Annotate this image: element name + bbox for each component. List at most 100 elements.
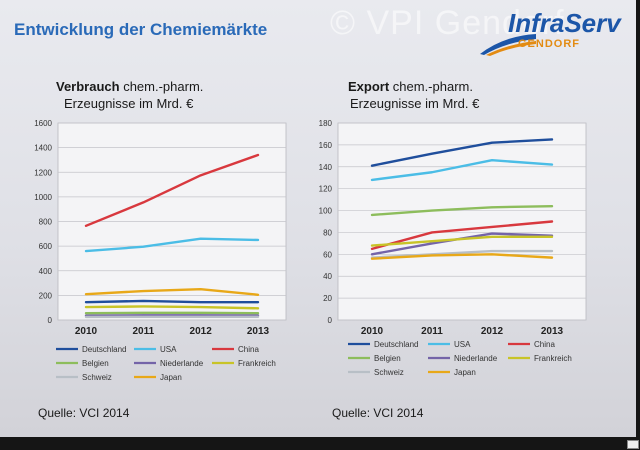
right-ytick-label: 0 [328,316,333,325]
left-data-point [85,224,87,227]
right-ytick-label: 100 [319,207,333,216]
left-xtick-label: 2012 [190,326,213,337]
right-xtick-label: 2012 [481,326,504,337]
right-data-point [491,226,493,228]
right-data-point [491,235,493,238]
right-chart-title-rest: chem.-pharm. [389,79,473,94]
right-chart-subtitle: Erzeugnisse im Mrd. € [350,96,480,111]
left-ytick-label: 1200 [34,168,52,177]
right-ytick-label: 160 [319,141,333,150]
right-data-point [551,220,553,223]
left-data-point [142,305,145,308]
left-data-point [199,301,202,304]
right-data-point [551,250,553,252]
right-xtick-label: 2011 [421,326,443,337]
right-ytick-label: 60 [323,250,332,259]
left-data-point [257,301,259,304]
left-data-point [257,307,259,310]
left-data-point [199,174,202,177]
logo-swoosh-icon [480,34,536,56]
right-legend-label: Frankreich [534,354,572,363]
left-data-point [85,301,87,304]
left-chart-title-rest: chem.-pharm. [119,79,204,94]
left-xtick-label: 2010 [75,326,98,337]
left-legend-label: Belgien [82,359,109,368]
logo-subtext: GENDORF [518,38,580,50]
left-data-point [257,312,259,315]
left-source-note: Quelle: VCI 2014 [38,406,130,420]
right-data-point [371,253,373,256]
left-legend-label: China [238,345,259,354]
left-data-point [85,316,87,318]
left-chart-title-bold: Verbrauch [56,79,120,94]
left-legend-label: USA [160,345,177,354]
right-ytick-label: 120 [319,185,333,194]
left-ytick-label: 400 [39,267,53,276]
right-series-line-usa [370,159,554,182]
left-data-point [257,315,259,318]
right-ytick-label: 140 [319,163,333,172]
right-data-point [431,171,433,174]
left-ytick-label: 0 [48,316,53,325]
left-data-point [85,306,87,308]
left-data-point [199,237,202,240]
left-data-point [85,250,87,252]
left-series-line-china [84,153,260,228]
right-legend-label: Deutschland [374,340,418,349]
left-legend-label: Japan [160,373,182,382]
left-series-line-usa [84,237,260,253]
logo-text: InfraServ [508,8,621,38]
right-data-point [491,141,493,144]
right-data-point [431,152,433,155]
right-data-point [551,205,553,208]
right-series-line-deutschland [370,138,554,167]
left-series-line-japan [84,288,260,296]
right-data-point [371,257,373,260]
right-data-point [491,206,493,209]
left-ytick-label: 600 [39,242,53,251]
slide: Entwicklung der Chemiemärkte © VPI Gendo… [0,0,636,437]
right-source-note: Quelle: VCI 2014 [332,406,424,420]
left-data-point [142,300,145,302]
right-ytick-label: 80 [323,228,332,237]
right-data-point [431,242,433,245]
left-legend-label: Schweiz [82,373,112,382]
right-chart-title: Export chem.-pharm. Erzeugnisse im Mrd. … [348,78,479,112]
right-data-point [431,231,433,234]
left-data-point [142,311,145,314]
right-series-line-frankreich [370,235,554,247]
left-data-point [142,290,145,292]
right-data-point [491,253,493,256]
left-data-point [199,306,202,308]
right-legend-label: Belgien [374,354,401,363]
right-data-point [431,254,433,257]
right-legend-label: USA [454,340,471,349]
right-series-line-japan [370,253,554,260]
left-data-point [199,311,202,314]
left-ytick-label: 1600 [34,119,52,128]
left-chart-title: Verbrauch chem.-pharm. Erzeugnisse im Mr… [56,78,203,112]
right-ytick-label: 20 [323,294,332,303]
left-ytick-label: 800 [39,218,53,227]
right-ytick-label: 40 [323,272,332,281]
right-data-point [371,214,373,216]
right-data-point [371,179,373,181]
right-legend-label: Niederlande [454,354,498,363]
left-xtick-label: 2011 [132,326,154,337]
status-icon [627,440,639,449]
right-data-point [371,244,373,247]
right-data-point [491,250,493,252]
right-xtick-label: 2010 [361,326,384,337]
left-data-point [85,293,87,296]
right-data-point [551,235,553,238]
right-data-point [551,163,553,166]
left-ytick-label: 1400 [34,144,52,153]
right-data-point [551,138,553,141]
right-ytick-label: 180 [319,119,333,128]
right-data-point [491,232,493,235]
left-xtick-label: 2013 [247,326,270,337]
right-legend-label: Schweiz [374,368,404,377]
right-data-point [371,247,373,250]
left-data-point [257,154,259,156]
left-series-line-frankreich [84,305,260,310]
